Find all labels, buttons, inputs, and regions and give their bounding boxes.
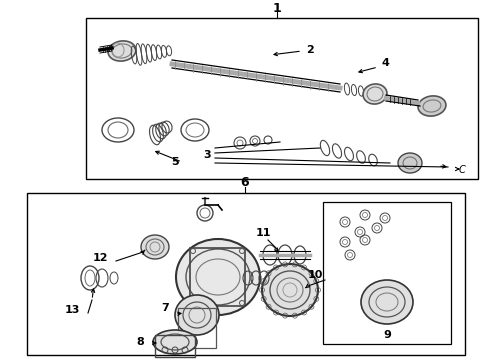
Text: 11: 11 [255, 228, 271, 238]
Text: 13: 13 [64, 305, 80, 315]
Bar [190, 248, 245, 306]
Ellipse shape [175, 295, 219, 335]
Text: 3: 3 [203, 150, 211, 160]
Ellipse shape [363, 84, 387, 104]
Ellipse shape [398, 153, 422, 173]
Ellipse shape [176, 239, 260, 315]
Text: 5: 5 [171, 157, 179, 167]
Ellipse shape [141, 235, 169, 259]
Bar [155, 335, 195, 357]
Ellipse shape [262, 264, 318, 316]
Text: 12: 12 [92, 253, 108, 263]
Bar [178, 308, 216, 348]
Text: 1: 1 [272, 1, 281, 14]
Text: 6: 6 [241, 176, 249, 189]
Text: 10: 10 [307, 270, 323, 280]
Text: 9: 9 [383, 330, 391, 340]
Text: C: C [459, 165, 466, 175]
Ellipse shape [361, 280, 413, 324]
Text: 2: 2 [306, 45, 314, 55]
Bar [27, 193, 465, 355]
Text: 4: 4 [381, 58, 389, 68]
Text: 8: 8 [136, 337, 144, 347]
Text: 7: 7 [161, 303, 169, 313]
Ellipse shape [153, 330, 197, 354]
Ellipse shape [108, 41, 136, 61]
Ellipse shape [418, 96, 446, 116]
Bar [86, 18, 478, 179]
Bar [323, 202, 451, 344]
